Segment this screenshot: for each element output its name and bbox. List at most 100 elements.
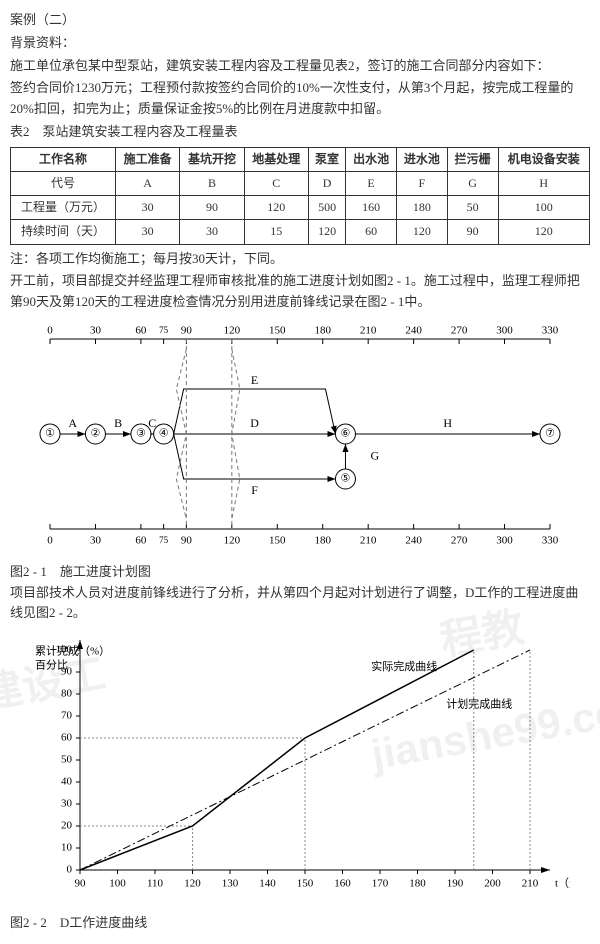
table-cell: 30 xyxy=(180,220,244,244)
svg-text:t（天）: t（天） xyxy=(555,877,570,890)
table-header-cell: 工作名称 xyxy=(11,147,116,171)
table-cell: 50 xyxy=(447,196,498,220)
svg-text:0: 0 xyxy=(67,864,73,876)
svg-text:120: 120 xyxy=(224,534,241,546)
svg-text:⑥: ⑥ xyxy=(341,427,351,439)
svg-text:累计完成（%）: 累计完成（%） xyxy=(35,644,110,658)
svg-text:50: 50 xyxy=(61,754,73,766)
table-cell: 30 xyxy=(115,220,179,244)
fig2-caption: 图2 - 2 D工作进度曲线 xyxy=(10,913,590,934)
svg-text:0: 0 xyxy=(47,534,53,546)
table-cell: 60 xyxy=(346,220,397,244)
svg-text:H: H xyxy=(443,416,452,430)
svg-text:60: 60 xyxy=(61,732,73,744)
table-cell: A xyxy=(115,171,179,195)
svg-text:180: 180 xyxy=(314,324,331,336)
table-header-cell: 施工准备 xyxy=(115,147,179,171)
case-title: 案例（二） xyxy=(10,10,590,31)
svg-text:G: G xyxy=(370,448,379,462)
table-cell: 15 xyxy=(244,220,308,244)
quantity-table: 工作名称施工准备基坑开挖地基处理泵室出水池进水池拦污栅机电设备安装 代号ABCD… xyxy=(10,147,590,245)
svg-text:30: 30 xyxy=(90,324,102,336)
bg-label: 背景资料： xyxy=(10,33,590,54)
table-cell: 持续时间（天） xyxy=(11,220,116,244)
svg-text:40: 40 xyxy=(61,776,73,788)
svg-text:①: ① xyxy=(45,427,55,439)
svg-text:180: 180 xyxy=(314,534,331,546)
table-cell: 180 xyxy=(396,196,447,220)
svg-text:240: 240 xyxy=(405,324,422,336)
svg-text:150: 150 xyxy=(269,534,286,546)
table-cell: E xyxy=(346,171,397,195)
table-cell: 120 xyxy=(244,196,308,220)
svg-text:120: 120 xyxy=(184,878,201,890)
svg-text:B: B xyxy=(114,416,122,430)
svg-text:130: 130 xyxy=(222,878,239,890)
svg-text:300: 300 xyxy=(496,324,513,336)
svg-text:10: 10 xyxy=(61,842,73,854)
svg-text:200: 200 xyxy=(484,878,501,890)
table-cell: G xyxy=(447,171,498,195)
table-header-cell: 机电设备安装 xyxy=(498,147,589,171)
svg-text:190: 190 xyxy=(447,878,464,890)
svg-text:170: 170 xyxy=(372,878,389,890)
svg-text:120: 120 xyxy=(224,324,241,336)
table-cell: 100 xyxy=(498,196,589,220)
table-caption: 表2 泵站建筑安装工程内容及工程量表 xyxy=(10,122,590,143)
figure-1: 0306075901201501802102402703003300306075… xyxy=(10,319,590,556)
table-cell: 120 xyxy=(498,220,589,244)
svg-text:150: 150 xyxy=(297,878,314,890)
svg-text:110: 110 xyxy=(147,878,164,890)
svg-text:百分比: 百分比 xyxy=(35,659,68,672)
svg-text:140: 140 xyxy=(259,878,276,890)
svg-text:⑦: ⑦ xyxy=(545,427,555,439)
svg-text:F: F xyxy=(251,483,258,497)
para-2: 签约合同价1230万元；工程预付款按签约合同价的10%一次性支付，从第3个月起，… xyxy=(10,78,590,120)
table-header-cell: 地基处理 xyxy=(244,147,308,171)
para-open: 开工前，项目部提交并经监理工程师审核批准的施工进度计划如图2 - 1。施工过程中… xyxy=(10,271,590,313)
svg-text:②: ② xyxy=(91,427,101,439)
svg-text:75: 75 xyxy=(159,325,169,335)
table-header-cell: 拦污栅 xyxy=(447,147,498,171)
svg-text:330: 330 xyxy=(542,324,559,336)
svg-text:30: 30 xyxy=(90,534,102,546)
svg-text:C: C xyxy=(148,416,156,430)
table-cell: 代号 xyxy=(11,171,116,195)
svg-text:⑤: ⑤ xyxy=(341,472,351,484)
svg-text:D: D xyxy=(250,416,259,430)
svg-text:③: ③ xyxy=(136,427,146,439)
fig1-caption: 图2 - 1 施工进度计划图 xyxy=(10,562,590,583)
table-cell: F xyxy=(396,171,447,195)
table-header-cell: 出水池 xyxy=(346,147,397,171)
table-cell: 30 xyxy=(115,196,179,220)
svg-text:60: 60 xyxy=(135,324,147,336)
svg-text:E: E xyxy=(251,373,258,387)
table-cell: 160 xyxy=(346,196,397,220)
svg-text:④: ④ xyxy=(159,427,169,439)
table-cell: 90 xyxy=(180,196,244,220)
svg-text:60: 60 xyxy=(135,534,147,546)
svg-text:300: 300 xyxy=(496,534,513,546)
table-cell: 工程量（万元） xyxy=(11,196,116,220)
table-header-cell: 泵室 xyxy=(308,147,345,171)
svg-text:A: A xyxy=(68,416,77,430)
svg-text:90: 90 xyxy=(75,878,87,890)
svg-text:160: 160 xyxy=(334,878,351,890)
svg-text:30: 30 xyxy=(61,798,73,810)
svg-text:0: 0 xyxy=(47,324,53,336)
table-header-cell: 基坑开挖 xyxy=(180,147,244,171)
table-cell: 500 xyxy=(308,196,345,220)
svg-text:70: 70 xyxy=(61,710,73,722)
svg-text:210: 210 xyxy=(360,324,377,336)
svg-text:90: 90 xyxy=(181,324,193,336)
svg-text:180: 180 xyxy=(409,878,426,890)
svg-text:20: 20 xyxy=(61,820,73,832)
svg-text:150: 150 xyxy=(269,324,286,336)
svg-text:330: 330 xyxy=(542,534,559,546)
svg-text:210: 210 xyxy=(360,534,377,546)
table-header-cell: 进水池 xyxy=(396,147,447,171)
figure-2: 0102030405060708090100901001101201301401… xyxy=(10,630,590,907)
svg-text:实际完成曲线: 实际完成曲线 xyxy=(371,659,437,673)
table-cell: 120 xyxy=(308,220,345,244)
table-cell: 120 xyxy=(396,220,447,244)
